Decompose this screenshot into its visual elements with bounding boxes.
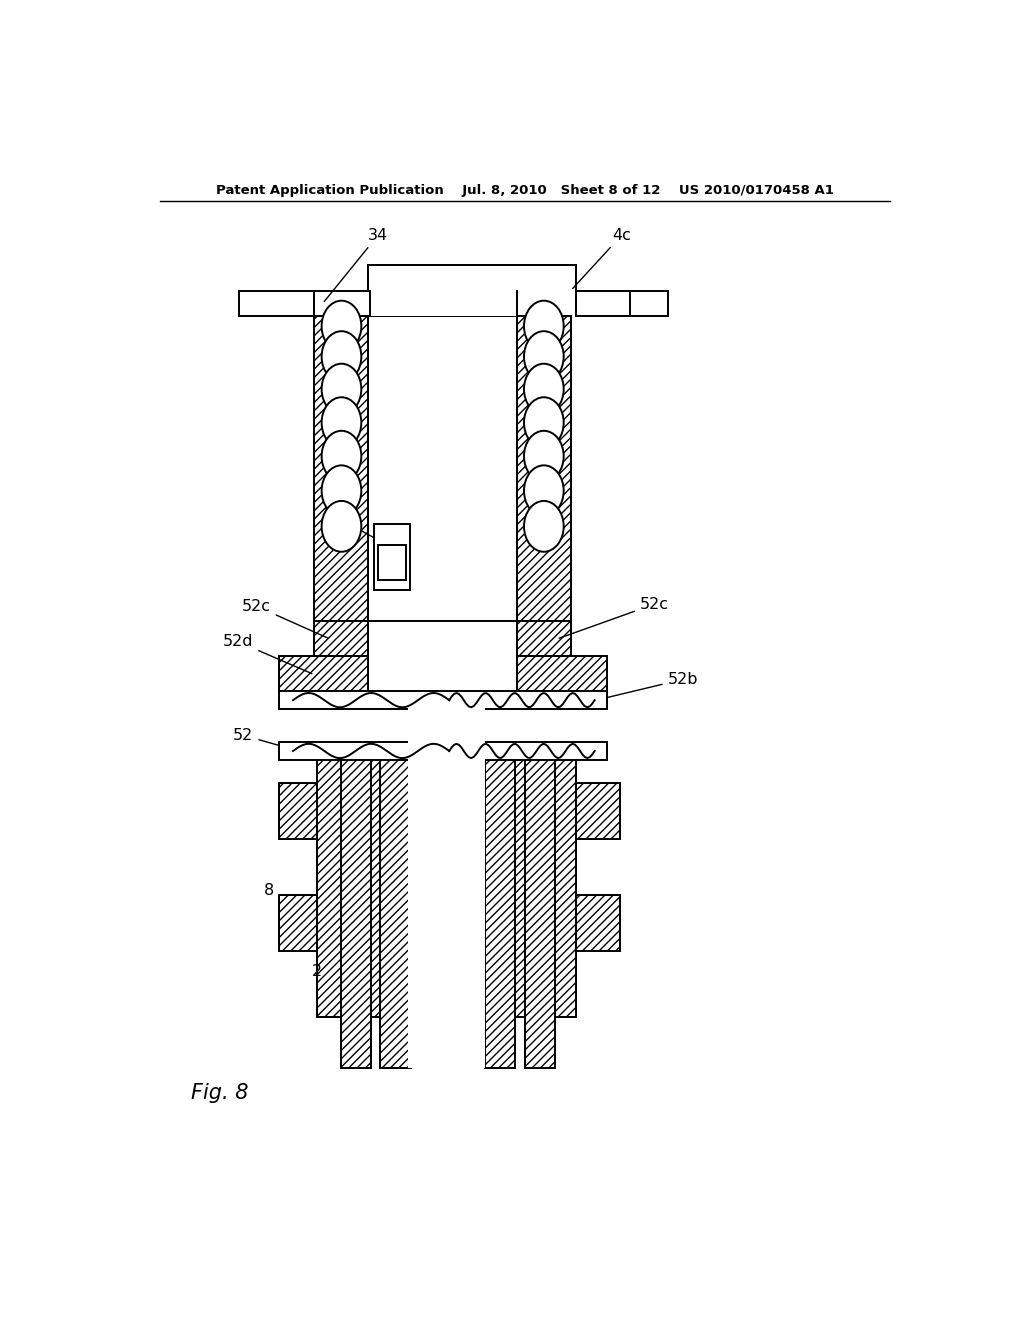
Text: 52b: 52b <box>599 672 698 700</box>
Bar <box>314 620 369 656</box>
Bar <box>279 784 316 840</box>
Text: 52c: 52c <box>242 599 328 638</box>
Bar <box>485 752 515 1068</box>
Bar <box>517 620 570 656</box>
Bar <box>577 895 621 952</box>
Bar <box>524 752 555 1068</box>
Text: 4: 4 <box>409 977 419 991</box>
Text: Patent Application Publication    Jul. 8, 2010   Sheet 8 of 12    US 2010/017045: Patent Application Publication Jul. 8, 2… <box>216 185 834 198</box>
Bar <box>380 752 411 1068</box>
Circle shape <box>322 500 361 552</box>
Text: 34: 34 <box>325 228 388 301</box>
Bar <box>524 752 555 1068</box>
Circle shape <box>524 397 563 447</box>
Bar <box>316 758 409 1018</box>
Bar <box>380 752 411 1068</box>
Bar <box>341 752 371 1068</box>
Text: 4c: 4c <box>572 228 631 289</box>
Bar <box>517 656 606 692</box>
Bar <box>314 620 369 656</box>
Bar <box>279 656 369 692</box>
Circle shape <box>524 301 563 351</box>
Bar <box>279 895 316 952</box>
Bar <box>517 315 570 620</box>
Bar <box>378 545 406 581</box>
Circle shape <box>322 301 361 351</box>
Circle shape <box>524 430 563 482</box>
Circle shape <box>322 397 361 447</box>
Bar <box>279 656 369 692</box>
Bar <box>314 315 369 620</box>
Bar <box>517 315 570 620</box>
Bar <box>370 290 517 315</box>
Bar <box>240 290 314 315</box>
Bar <box>517 620 570 656</box>
Bar <box>517 656 606 692</box>
Text: 52c: 52c <box>559 597 669 639</box>
Circle shape <box>322 364 361 414</box>
Circle shape <box>322 430 361 482</box>
Circle shape <box>322 331 361 381</box>
Text: 2: 2 <box>312 964 322 979</box>
Circle shape <box>524 364 563 414</box>
Circle shape <box>322 466 361 516</box>
Bar <box>485 758 577 1018</box>
Bar <box>577 784 621 840</box>
Bar <box>314 315 369 620</box>
Bar <box>485 758 577 1018</box>
Bar <box>279 742 606 760</box>
Bar <box>341 752 371 1068</box>
Circle shape <box>524 466 563 516</box>
Bar <box>279 895 316 952</box>
Bar <box>577 784 621 840</box>
Text: 52a: 52a <box>428 752 484 779</box>
Text: 52: 52 <box>233 727 296 750</box>
Bar <box>374 524 410 590</box>
Bar <box>485 752 515 1068</box>
Bar <box>577 290 668 315</box>
Circle shape <box>524 331 563 381</box>
Text: Fig. 8: Fig. 8 <box>190 1084 248 1104</box>
Text: 8: 8 <box>264 883 274 898</box>
Bar <box>409 708 485 1068</box>
Circle shape <box>524 500 563 552</box>
Text: 52d: 52d <box>223 635 312 673</box>
Text: 2c: 2c <box>324 507 387 545</box>
Bar <box>316 758 409 1018</box>
Bar <box>279 784 316 840</box>
Bar <box>577 895 621 952</box>
Bar <box>279 690 606 709</box>
Bar <box>369 315 517 620</box>
